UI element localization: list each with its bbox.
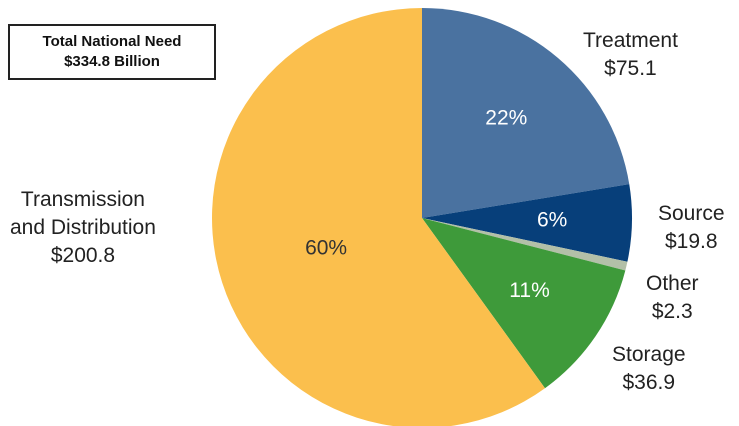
label-treatment-name: Treatment <box>583 29 678 52</box>
total-need-label: Total National Need <box>42 33 182 50</box>
pie-slice-transmission-and-distribution <box>212 8 545 426</box>
pie-slice-source <box>422 184 632 262</box>
label-storage: Storage $36.9 <box>612 341 686 397</box>
total-need-value: $334.8 Billion <box>64 53 160 70</box>
label-other-value: $2.3 <box>651 300 693 323</box>
pie-slice-other <box>422 218 628 271</box>
label-transmission: Transmission and Distribution $200.8 <box>10 186 156 270</box>
label-storage-value: $36.9 <box>622 371 676 394</box>
label-source-value: $19.8 <box>664 230 718 253</box>
pie-percent-label-treatment: 22% <box>485 106 527 129</box>
total-need-box: Total National Need $334.8 Billion <box>8 24 216 80</box>
label-other-name: Other <box>646 272 699 295</box>
label-treatment-value: $75.1 <box>604 57 657 80</box>
pie-percent-label-transmission-and-distribution: 60% <box>305 237 347 260</box>
label-other: Other $2.3 <box>646 270 699 326</box>
pie-percent-label-storage: 11% <box>509 279 549 302</box>
label-storage-name: Storage <box>612 343 686 366</box>
label-transmission-value: $200.8 <box>50 244 116 267</box>
label-transmission-name-line1: Transmission <box>20 188 145 211</box>
label-source: Source $19.8 <box>658 200 725 256</box>
label-treatment: Treatment $75.1 <box>583 27 678 83</box>
label-source-name: Source <box>658 202 725 225</box>
pie-slice-storage <box>422 218 626 389</box>
pie-slice-treatment <box>422 8 630 218</box>
label-transmission-name-line2: and Distribution <box>10 216 156 239</box>
pie-percent-label-source: 6% <box>537 209 567 232</box>
